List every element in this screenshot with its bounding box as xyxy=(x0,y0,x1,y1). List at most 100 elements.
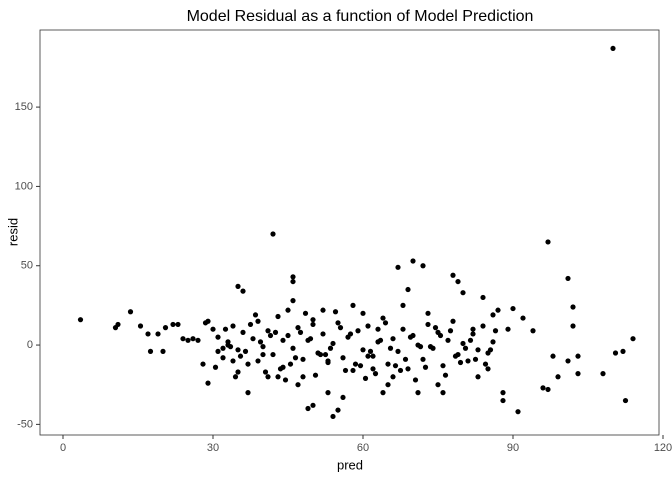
y-tick-label: 150 xyxy=(15,101,33,113)
point xyxy=(470,326,476,332)
point xyxy=(180,336,186,342)
point xyxy=(392,363,399,369)
point xyxy=(362,375,369,381)
point xyxy=(175,321,181,328)
point xyxy=(242,348,249,354)
point xyxy=(380,315,386,321)
point xyxy=(475,347,481,353)
point xyxy=(277,366,284,372)
point xyxy=(330,340,336,347)
x-tick-label: 90 xyxy=(507,442,519,454)
point xyxy=(415,390,421,396)
point xyxy=(287,361,294,367)
point xyxy=(570,323,576,329)
point xyxy=(285,307,291,313)
panel xyxy=(39,29,660,436)
point xyxy=(370,366,376,372)
point xyxy=(320,331,326,337)
point xyxy=(302,310,309,316)
point xyxy=(170,321,176,328)
point xyxy=(275,374,281,380)
point xyxy=(540,385,546,391)
point xyxy=(565,358,571,364)
point xyxy=(460,290,466,296)
point xyxy=(570,304,576,310)
point xyxy=(487,347,494,353)
point xyxy=(127,309,134,315)
point xyxy=(330,413,336,420)
point xyxy=(297,329,304,335)
point xyxy=(282,377,289,383)
point xyxy=(457,359,464,366)
point xyxy=(407,334,414,340)
point xyxy=(442,372,449,378)
point xyxy=(357,363,364,369)
point xyxy=(327,345,334,351)
point xyxy=(505,326,511,332)
point xyxy=(575,371,581,377)
point xyxy=(335,407,341,413)
point xyxy=(377,337,384,343)
point xyxy=(360,310,366,316)
point xyxy=(185,337,191,343)
point xyxy=(215,334,221,340)
point xyxy=(440,363,446,369)
point xyxy=(440,390,446,396)
point xyxy=(385,361,391,367)
point xyxy=(247,321,254,328)
point xyxy=(252,312,259,318)
point xyxy=(260,344,266,350)
point xyxy=(292,355,299,361)
point xyxy=(365,353,371,359)
point xyxy=(240,288,246,294)
x-tick-label: 0 xyxy=(60,442,66,454)
point xyxy=(395,264,401,270)
point xyxy=(137,323,144,329)
point xyxy=(492,328,499,334)
point xyxy=(290,298,296,304)
point xyxy=(340,394,346,401)
point xyxy=(305,405,311,412)
point xyxy=(255,318,261,324)
point xyxy=(400,302,406,308)
point xyxy=(230,323,236,329)
point xyxy=(250,336,256,342)
point xyxy=(245,361,251,367)
point xyxy=(470,331,476,337)
point xyxy=(280,337,286,343)
point xyxy=(490,312,496,318)
point xyxy=(600,371,606,377)
y-tick-label: 50 xyxy=(21,260,33,272)
point xyxy=(162,325,169,331)
point xyxy=(490,339,496,345)
point xyxy=(290,278,296,285)
point xyxy=(387,345,394,351)
point xyxy=(342,367,349,374)
point xyxy=(115,321,121,328)
point xyxy=(610,45,616,52)
point xyxy=(335,320,341,326)
point xyxy=(220,355,226,361)
point xyxy=(235,347,241,353)
point xyxy=(320,307,326,313)
point xyxy=(355,328,361,334)
point xyxy=(397,367,404,374)
point xyxy=(295,325,301,331)
point xyxy=(550,353,556,359)
point xyxy=(225,339,231,345)
point xyxy=(260,351,266,358)
point xyxy=(190,336,196,342)
point xyxy=(495,307,501,313)
point xyxy=(395,348,401,354)
point xyxy=(235,369,241,375)
point xyxy=(420,263,426,269)
point xyxy=(360,347,366,353)
point xyxy=(422,364,429,370)
point xyxy=(445,337,451,343)
point xyxy=(427,344,434,350)
point xyxy=(382,320,389,326)
point xyxy=(480,323,486,329)
point xyxy=(450,272,456,278)
point xyxy=(310,321,316,328)
point xyxy=(467,337,474,343)
